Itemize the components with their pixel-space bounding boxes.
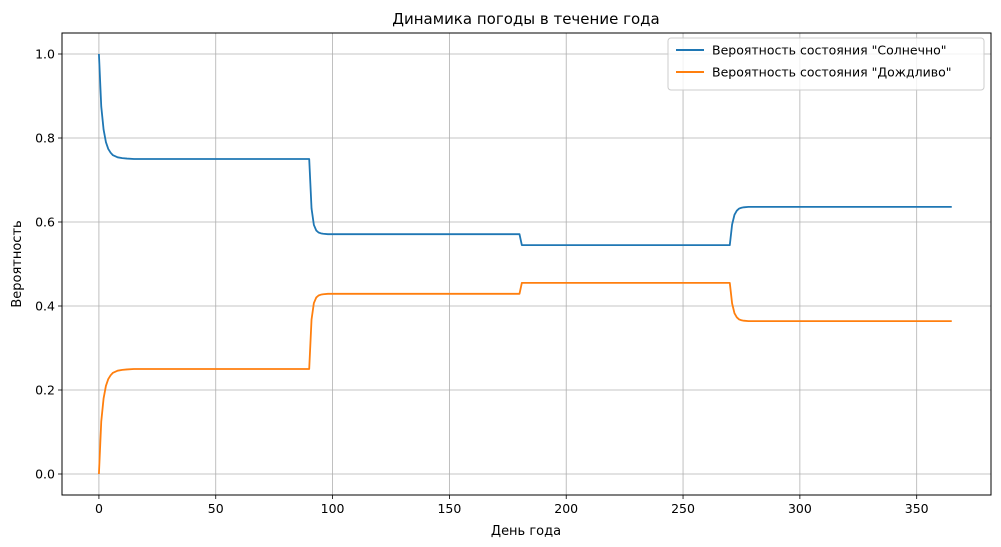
y-axis-ticks: 0.0 0.2 0.4 0.6 0.8 1.0: [35, 47, 62, 482]
x-tick-label: 350: [905, 501, 929, 516]
chart-title: Динамика погоды в течение года: [392, 10, 659, 28]
y-tick-label: 0.8: [35, 131, 55, 146]
y-axis-title: Вероятность: [10, 220, 25, 307]
legend: Вероятность состояния "Солнечно" Вероятн…: [667, 37, 985, 91]
legend-box: [667, 37, 985, 91]
legend-label-rainy: Вероятность состояния "Дождливо": [712, 65, 952, 80]
y-tick-label: 1.0: [35, 47, 55, 62]
y-tick-label: 0.2: [35, 383, 55, 398]
y-tick-label: 0.6: [35, 215, 55, 230]
x-tick-label: 50: [208, 501, 224, 516]
x-tick-label: 150: [437, 501, 461, 516]
series-line-rainy: [98, 281, 952, 475]
x-tick-label: 0: [95, 501, 103, 516]
grid: [62, 33, 991, 495]
y-tick-label: 0.4: [35, 299, 55, 314]
x-tick-label: 200: [554, 501, 578, 516]
x-axis-ticks: 0 50 100 150 200 250 300 350: [95, 495, 929, 516]
x-tick-label: 250: [671, 501, 695, 516]
x-tick-label: 300: [788, 501, 812, 516]
x-tick-label: 100: [321, 501, 345, 516]
plot-frame: [61, 32, 992, 496]
series-line-sunny: [98, 53, 952, 247]
legend-label-sunny: Вероятность состояния "Солнечно": [712, 43, 947, 58]
x-axis-title: День года: [491, 524, 561, 539]
y-tick-label: 0.0: [35, 467, 55, 482]
series-lines: [98, 53, 952, 475]
